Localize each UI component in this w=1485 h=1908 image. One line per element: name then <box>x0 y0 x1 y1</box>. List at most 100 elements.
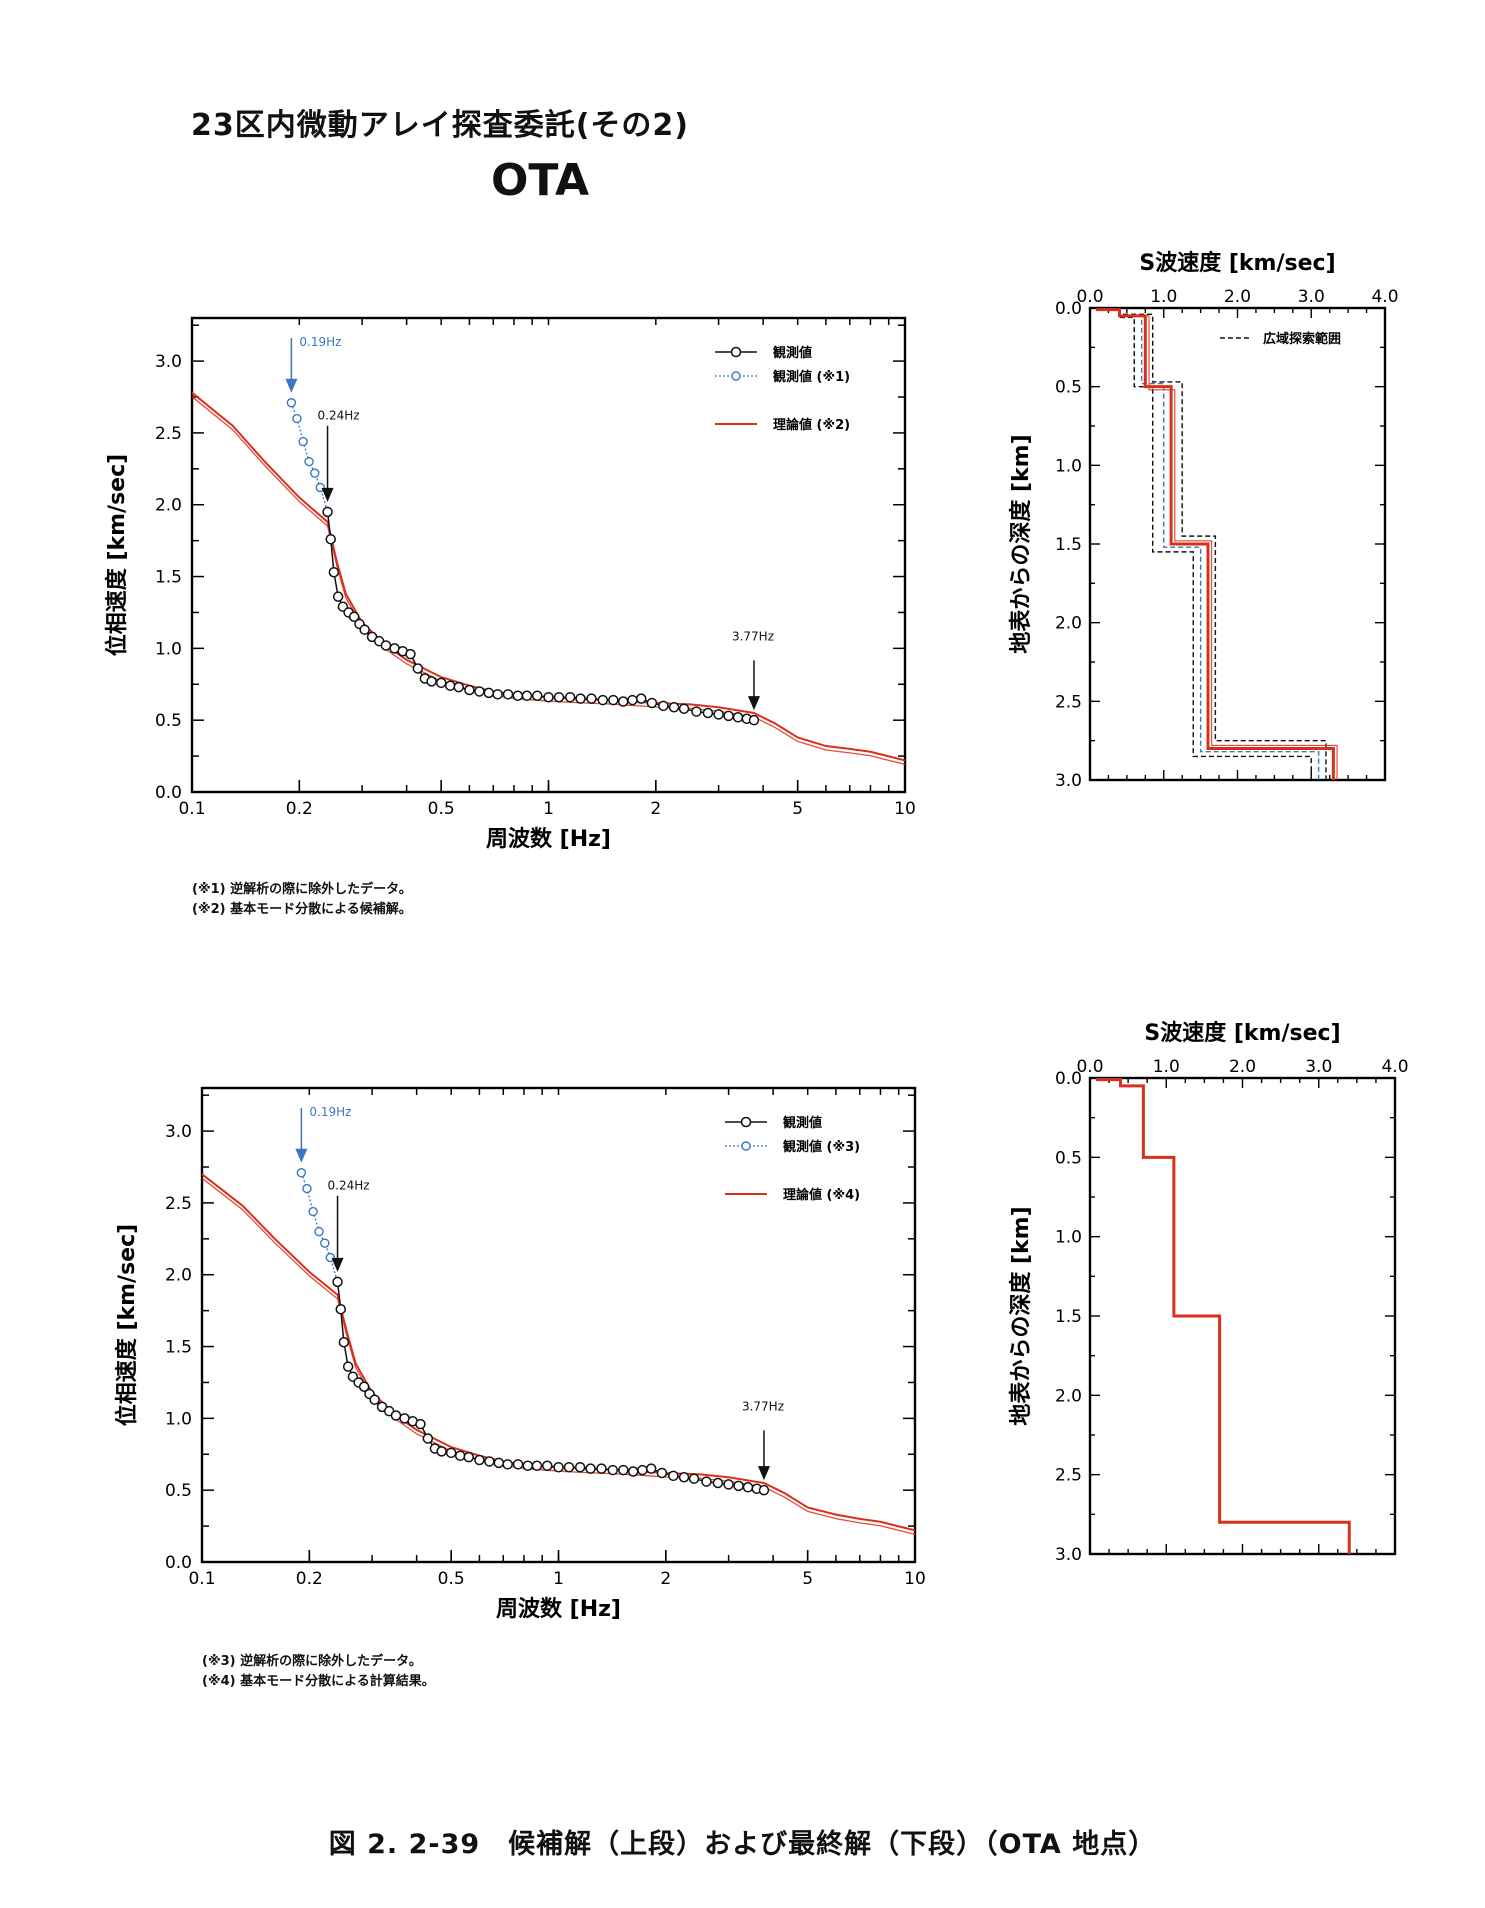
x-tick-label: 4.0 <box>1371 287 1398 307</box>
observed-data-point <box>618 1464 629 1476</box>
y-tick-label: 1.5 <box>155 568 182 588</box>
y-tick-label: 3.0 <box>1055 771 1082 791</box>
y-tick-label: 0.0 <box>165 1553 192 1573</box>
y-axis-label: 位相速度 [km/sec] <box>114 1224 140 1426</box>
annotation-arrowhead <box>331 1257 344 1272</box>
x-tick-label: 1.0 <box>1150 287 1177 307</box>
excluded-data-point <box>314 1226 324 1237</box>
observed-data-point <box>597 694 609 706</box>
y-tick-label: 2.5 <box>1055 692 1082 712</box>
observed-data-point <box>435 677 447 689</box>
theory-curve-alt <box>191 396 906 766</box>
excluded-data-point <box>320 1238 330 1248</box>
excluded-data-point <box>304 456 314 467</box>
y-tick-label: 0.5 <box>1055 1148 1082 1168</box>
observed-data-point <box>444 680 456 691</box>
excluded-data-point <box>296 1168 307 1178</box>
legend-observed-marker <box>740 1116 752 1128</box>
observed-data-point <box>445 1447 457 1459</box>
x-tick-label: 1 <box>543 799 554 819</box>
legend-excluded-label: 観測値 (※1) <box>772 369 850 385</box>
annotation-arrowhead <box>295 1148 308 1163</box>
observed-data-point <box>348 611 360 623</box>
x-tick-label: 1 <box>553 1569 564 1589</box>
y-tick-label: 1.0 <box>1055 1228 1082 1248</box>
upper-note-1: (※1) 逆解析の際に除外したデータ。 <box>192 882 412 897</box>
y-tick-label: 1.5 <box>1055 535 1082 555</box>
y-tick-label: 3.0 <box>1055 1545 1082 1565</box>
lower-note-1: (※3) 逆解析の際に除外したデータ。 <box>202 1654 422 1669</box>
y-tick-label: 1.0 <box>1055 456 1082 476</box>
x-tick-label: 0.1 <box>188 1569 215 1589</box>
observed-data-point <box>412 663 424 674</box>
observed-data-point <box>563 1461 575 1473</box>
observed-data-point <box>748 714 760 726</box>
x-tick-label: 3.0 <box>1305 1057 1332 1077</box>
x-tick-label: 0.1 <box>178 799 205 819</box>
legend-observed-label: 観測値 <box>772 345 812 361</box>
observed-data-point <box>742 1482 754 1493</box>
x-axis-label: S波速度 [km/sec] <box>1144 1020 1340 1046</box>
observed-data-point <box>342 1361 354 1372</box>
observed-data-point <box>390 1410 402 1421</box>
observed-data-point <box>656 1467 668 1479</box>
y-tick-label: 0.5 <box>1055 378 1082 398</box>
upper-dispersion-chart: 0.1 0.2 0.5 1 2 5 10 0.0 0.5 1.0 1.5 2.0 2.5 3.0 周波数 [… <box>104 316 916 852</box>
observed-data-point <box>668 1470 679 1482</box>
lower-dispersion-chart: 0.1 0.2 0.5 1 2 5 10 0.0 0.5 1.0 1.5 2.0 2.5 3.0 周波数 [… <box>114 1086 926 1622</box>
observed-data-point <box>543 691 554 703</box>
y-tick-label: 2.0 <box>165 1266 192 1286</box>
lower-velocity-profile-chart: S波速度 [km/sec] 0.0 1.0 2.0 3.0 4.0 0.0 0.5 1.0 1.5… <box>1008 1020 1409 1565</box>
observed-series-line <box>336 1281 765 1491</box>
y-tick-label: 0.5 <box>165 1481 192 1501</box>
x-tick-label: 0.0 <box>1076 287 1103 307</box>
observed-data-point <box>553 1461 564 1473</box>
legend-theory-label: 理論値 (※4) <box>783 1187 860 1203</box>
annotation-arrowhead <box>285 378 298 393</box>
observed-data-point <box>627 694 638 706</box>
y-tick-label: 2.0 <box>155 496 182 516</box>
observed-data-point <box>627 1466 639 1477</box>
excluded-data-point <box>302 1183 312 1194</box>
excluded-data-point <box>310 468 320 478</box>
x-tick-label: 2 <box>660 1569 671 1589</box>
observed-data-point <box>332 1276 343 1288</box>
observed-data-point <box>723 710 734 722</box>
theory-curve <box>201 1173 916 1532</box>
annotation-label: 0.24Hz <box>318 409 360 423</box>
observed-data-point <box>493 1457 505 1469</box>
excluded-data-point <box>292 413 302 424</box>
velocity-model-line <box>1096 1078 1351 1554</box>
site-name: OTA <box>490 155 590 206</box>
observed-data-point <box>668 702 680 713</box>
observed-data-point <box>358 1381 370 1393</box>
legend-observed-marker <box>730 346 742 358</box>
y-tick-label: 2.5 <box>165 1194 192 1214</box>
annotation-label: 3.77Hz <box>732 629 774 643</box>
annotation-arrowhead <box>321 487 334 502</box>
y-tick-label: 1.0 <box>155 639 182 659</box>
x-tick-label: 0.5 <box>428 799 455 819</box>
observed-data-point <box>758 1484 770 1496</box>
observed-data-point <box>369 1394 380 1405</box>
x-tick-label: 0.2 <box>296 1569 323 1589</box>
plot-frame <box>190 316 907 794</box>
observed-data-point <box>359 624 370 635</box>
annotation-label: 0.19Hz <box>299 335 341 349</box>
y-tick-label: 2.0 <box>1055 1386 1082 1406</box>
y-tick-label: 2.0 <box>1055 614 1082 634</box>
y-tick-label: 1.0 <box>165 1409 192 1429</box>
observed-data-point <box>512 1459 524 1470</box>
legend-excluded-marker <box>731 371 741 381</box>
y-tick-label: 0.0 <box>1055 1069 1082 1089</box>
observed-data-point <box>426 676 437 687</box>
x-tick-label: 0.5 <box>438 1569 465 1589</box>
x-tick-label: 0.2 <box>286 799 313 819</box>
observed-data-point <box>328 566 340 578</box>
figure-caption: 図 2. 2-39 候補解（上段）および最終解（下段）（OTA 地点） <box>328 1829 1157 1860</box>
observed-data-point <box>474 1454 485 1466</box>
observed-data-point <box>617 696 629 707</box>
plot-frame <box>200 1086 917 1564</box>
observed-data-point <box>422 1433 434 1444</box>
alt-model-line <box>1096 308 1338 780</box>
